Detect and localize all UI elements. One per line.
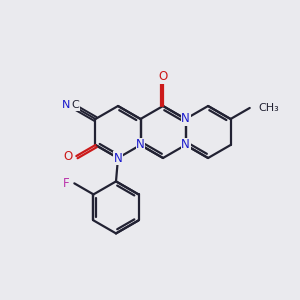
Text: C: C <box>71 100 79 110</box>
Text: N: N <box>181 112 190 125</box>
Text: N: N <box>136 139 145 152</box>
Text: F: F <box>63 177 70 190</box>
Text: N: N <box>181 139 190 152</box>
Text: N: N <box>114 152 122 164</box>
Text: CH₃: CH₃ <box>259 103 280 113</box>
Text: O: O <box>64 150 73 163</box>
Text: O: O <box>158 70 168 83</box>
Text: N: N <box>62 100 70 110</box>
